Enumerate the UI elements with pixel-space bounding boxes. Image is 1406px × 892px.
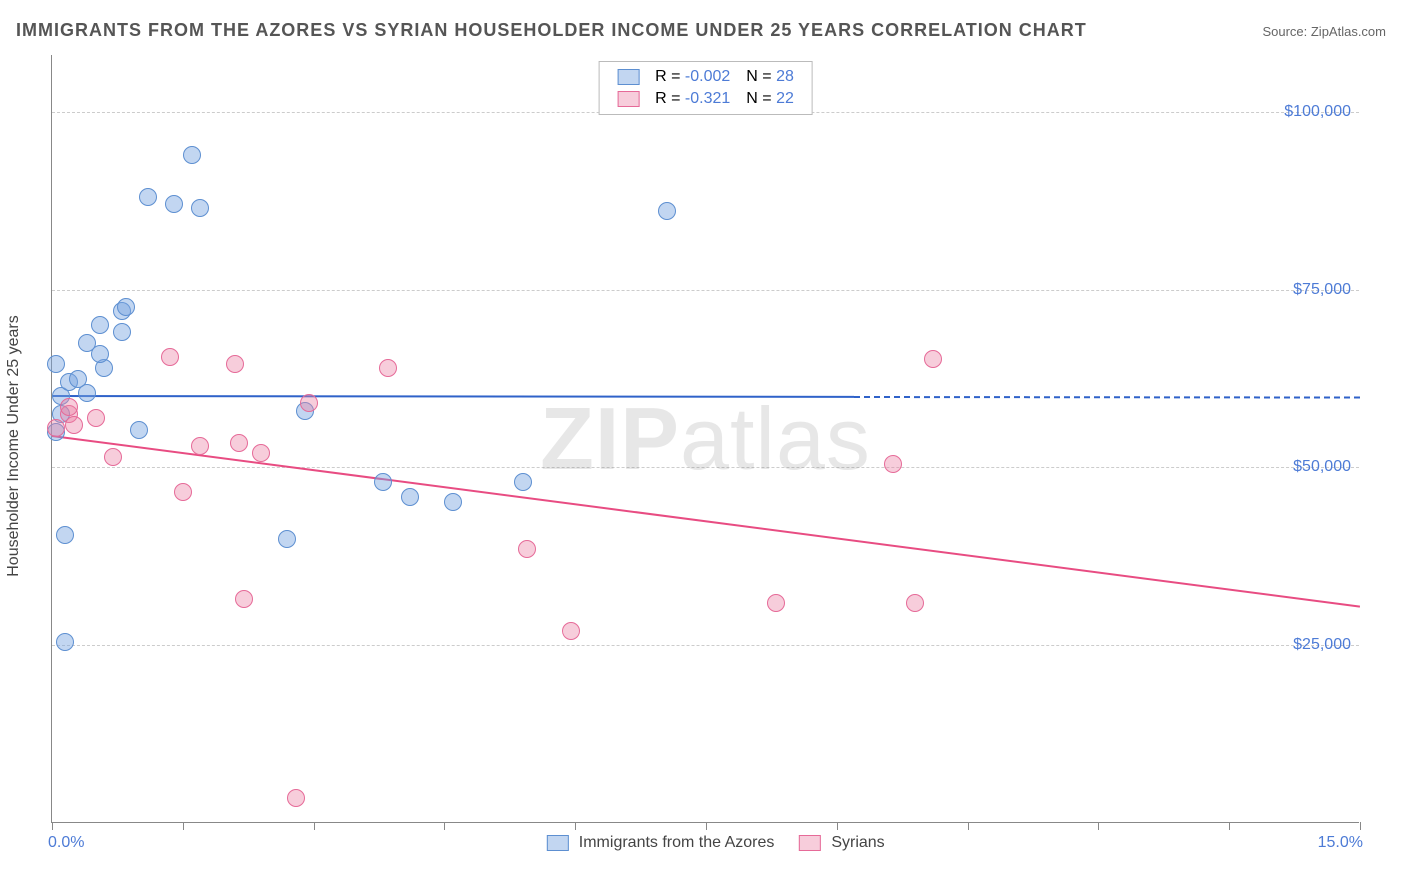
gridline: [52, 645, 1359, 646]
series-legend: Immigrants from the Azores Syrians: [526, 834, 884, 852]
azores-r-value: -0.002: [685, 68, 730, 85]
azores-point: [113, 323, 131, 341]
azores-point: [278, 530, 296, 548]
syrians-regression: [52, 435, 1360, 608]
x-axis-max-label: 15.0%: [1318, 834, 1363, 852]
x-tick: [706, 822, 707, 830]
x-tick: [968, 822, 969, 830]
syrians-point: [230, 434, 248, 452]
azores-swatch-bottom: [546, 835, 568, 851]
r-label: R =: [655, 90, 680, 107]
azores-point: [401, 488, 419, 506]
azores-point: [91, 316, 109, 334]
azores-point: [47, 355, 65, 373]
x-tick: [1360, 822, 1361, 830]
azores-point: [658, 202, 676, 220]
x-tick: [52, 822, 53, 830]
azores-point: [139, 188, 157, 206]
azores-point: [183, 146, 201, 164]
y-tick-label: $100,000: [1284, 103, 1351, 121]
legend-row-syrians: R = -0.321 N = 22: [609, 88, 802, 110]
x-tick: [444, 822, 445, 830]
x-axis-min-label: 0.0%: [48, 834, 84, 852]
azores-point: [56, 526, 74, 544]
gridline: [52, 290, 1359, 291]
syrians-point: [65, 416, 83, 434]
syrians-point: [562, 622, 580, 640]
x-tick: [837, 822, 838, 830]
syrians-point: [767, 594, 785, 612]
syrians-point: [226, 355, 244, 373]
syrians-point: [104, 448, 122, 466]
syrians-point: [87, 409, 105, 427]
chart-title: IMMIGRANTS FROM THE AZORES VS SYRIAN HOU…: [16, 20, 1087, 41]
azores-point: [117, 298, 135, 316]
syrians-point: [47, 419, 65, 437]
syrians-point: [161, 348, 179, 366]
watermark: ZIPatlas: [540, 388, 871, 490]
y-tick-label: $75,000: [1293, 281, 1351, 299]
x-tick: [314, 822, 315, 830]
syrians-point: [884, 455, 902, 473]
correlation-legend: R = -0.002 N = 28 R = -0.321 N = 22: [598, 61, 813, 115]
source-link[interactable]: ZipAtlas.com: [1311, 24, 1386, 39]
azores-regression-extrapolated: [854, 396, 1360, 399]
syrians-point: [924, 350, 942, 368]
azores-point: [78, 334, 96, 352]
y-tick-label: $25,000: [1293, 636, 1351, 654]
x-tick: [575, 822, 576, 830]
syrians-point: [191, 437, 209, 455]
azores-n-value: 28: [776, 68, 794, 85]
syrians-label: Syrians: [831, 834, 884, 851]
syrians-point: [379, 359, 397, 377]
syrians-n-value: 22: [776, 90, 794, 107]
x-tick: [1098, 822, 1099, 830]
x-tick: [1229, 822, 1230, 830]
source-attribution: Source: ZipAtlas.com: [1262, 24, 1386, 39]
n-label: N =: [746, 68, 771, 85]
x-tick: [183, 822, 184, 830]
legend-row-azores: R = -0.002 N = 28: [609, 66, 802, 88]
syrians-point: [300, 394, 318, 412]
azores-regression: [52, 395, 854, 398]
azores-label: Immigrants from the Azores: [579, 834, 775, 851]
syrians-point: [235, 590, 253, 608]
chart-container: IMMIGRANTS FROM THE AZORES VS SYRIAN HOU…: [0, 0, 1406, 892]
syrians-r-value: -0.321: [685, 90, 730, 107]
n-label: N =: [746, 90, 771, 107]
watermark-light: atlas: [680, 389, 871, 488]
y-tick-label: $50,000: [1293, 458, 1351, 476]
azores-point: [165, 195, 183, 213]
syrians-point: [174, 483, 192, 501]
source-prefix: Source:: [1262, 24, 1310, 39]
azores-point: [514, 473, 532, 491]
syrians-point: [252, 444, 270, 462]
syrians-point: [518, 540, 536, 558]
azores-point: [130, 421, 148, 439]
syrians-swatch-bottom: [799, 835, 821, 851]
azores-point: [374, 473, 392, 491]
y-axis-title: Householder Income Under 25 years: [5, 315, 23, 576]
syrians-swatch: [617, 91, 639, 107]
gridline: [52, 467, 1359, 468]
azores-point: [191, 199, 209, 217]
watermark-bold: ZIP: [540, 389, 680, 488]
syrians-point: [287, 789, 305, 807]
r-label: R =: [655, 68, 680, 85]
azores-point: [56, 633, 74, 651]
azores-point: [69, 370, 87, 388]
azores-point: [444, 493, 462, 511]
syrians-point: [906, 594, 924, 612]
azores-swatch: [617, 69, 639, 85]
plot-area: ZIPatlas R = -0.002 N = 28 R = -0.321 N …: [51, 55, 1359, 823]
syrians-point: [60, 398, 78, 416]
